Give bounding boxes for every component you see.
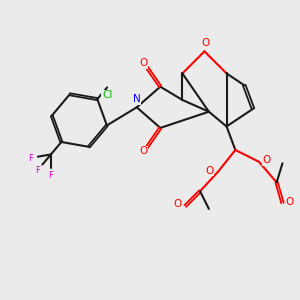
Text: O: O bbox=[173, 200, 181, 209]
Text: Cl: Cl bbox=[102, 90, 112, 100]
Text: O: O bbox=[202, 38, 210, 48]
Text: O: O bbox=[206, 166, 214, 176]
Text: N: N bbox=[133, 94, 141, 104]
Text: O: O bbox=[286, 196, 294, 206]
Text: O: O bbox=[140, 58, 148, 68]
Text: F: F bbox=[35, 166, 40, 175]
Text: F: F bbox=[28, 154, 32, 163]
Text: O: O bbox=[263, 155, 271, 165]
Text: F: F bbox=[49, 171, 53, 180]
Text: O: O bbox=[140, 146, 148, 157]
